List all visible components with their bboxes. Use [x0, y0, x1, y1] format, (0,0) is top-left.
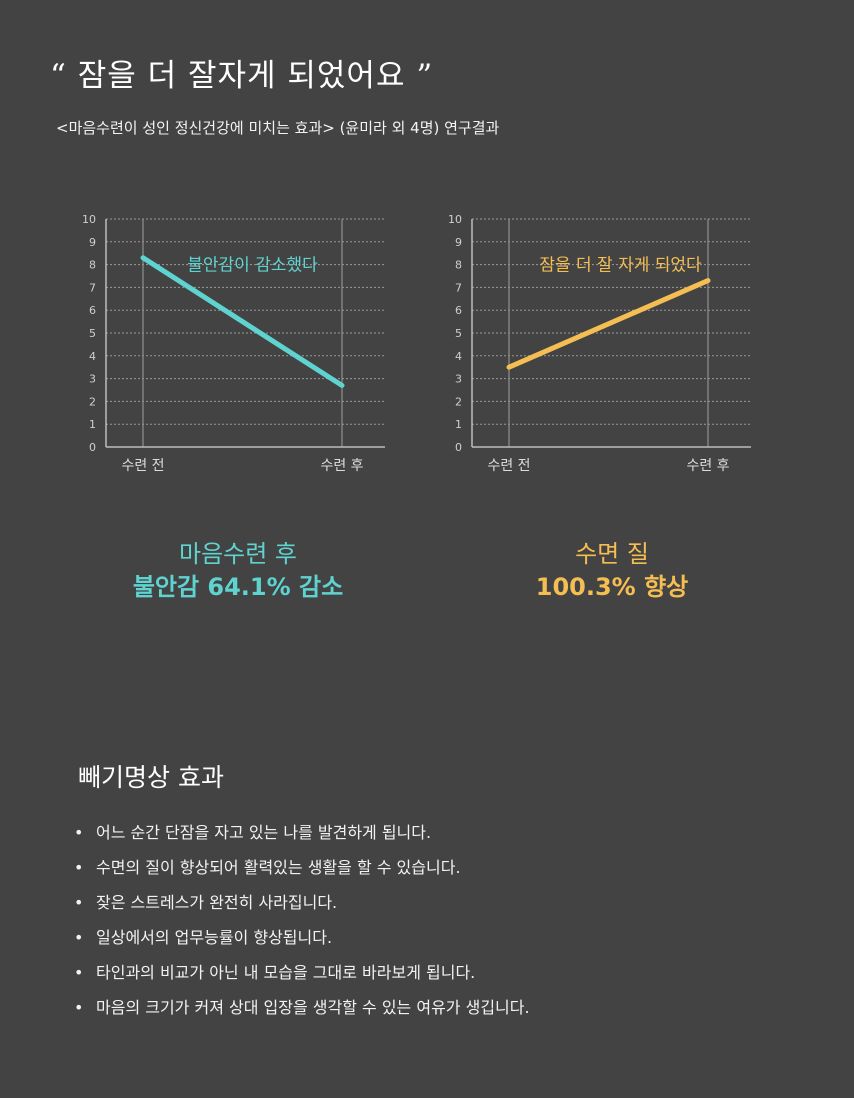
list-item: • 일상에서의 업무능률이 향상됩니다.: [74, 927, 530, 962]
sleep-summary: 수면 질 100.3% 향상: [482, 538, 742, 604]
y-tick-label: 9: [455, 236, 462, 249]
anxiety-summary-line1: 마음수련 후: [178, 540, 298, 568]
list-item: • 어느 순간 단잠을 자고 있는 나를 발견하게 됩니다.: [74, 822, 530, 857]
x-tick-label: 수련 후: [320, 458, 363, 474]
sleep-line-chart: 0 1 2 3 4 5 6 7 8 9 10 수련 전 수련 후 잠을 더 잘 자게 되었다: [448, 213, 751, 474]
list-item-text: 어느 순간 단잠을 자고 있는 나를 발견하게 됩니다.: [96, 823, 432, 842]
x-tick-label: 수련 전: [487, 458, 530, 474]
list-item: • 수면의 질이 향상되어 활력있는 생활을 할 수 있습니다.: [74, 857, 530, 892]
anxiety-summary-line2: 불안감 64.1% 감소: [132, 573, 344, 601]
y-tick-label: 3: [455, 373, 462, 386]
y-tick-label: 10: [82, 213, 96, 226]
y-tick-label: 7: [89, 281, 96, 294]
list-item: • 잦은 스트레스가 완전히 사라집니다.: [74, 892, 530, 927]
y-tick-label: 10: [448, 213, 462, 226]
series-line: [506, 278, 711, 370]
sleep-summary-line2: 100.3% 향상: [535, 573, 689, 601]
bullet-icon: •: [74, 893, 84, 912]
y-tick-label: 5: [455, 327, 462, 340]
y-tick-label: 6: [455, 304, 462, 317]
anxiety-line-chart: 0 1 2 3 4 5 6 7 8 9 10 수련 전 수련 후 불안감이 감소했다: [82, 213, 385, 474]
sleep-summary-line1: 수면 질: [575, 540, 649, 568]
y-tick-label: 6: [89, 304, 96, 317]
page-title: “ 잠을 더 잘자게 되었어요 ”: [50, 58, 434, 94]
y-tick-label: 7: [455, 281, 462, 294]
list-item-text: 일상에서의 업무능률이 향상됩니다.: [96, 928, 333, 947]
benefits-list: • 어느 순간 단잠을 자고 있는 나를 발견하게 됩니다. • 수면의 질이 향상…: [74, 822, 530, 1032]
y-tick-label: 1: [455, 418, 462, 431]
bullet-icon: •: [74, 928, 84, 947]
y-tick-label: 9: [89, 236, 96, 249]
series-line: [140, 255, 345, 388]
list-item-text: 타인과의 비교가 아닌 내 모습을 그대로 바라보게 됩니다.: [96, 963, 476, 982]
benefits-title: 빼기명상 효과: [78, 763, 224, 792]
y-tick-label: 4: [455, 350, 462, 363]
anxiety-summary: 마음수련 후 불안감 64.1% 감소: [108, 538, 368, 604]
y-tick-label: 5: [89, 327, 96, 340]
list-item-text: 수면의 질이 향상되어 활력있는 생활을 할 수 있습니다.: [96, 858, 461, 877]
y-tick-label: 8: [89, 259, 96, 272]
chart-annotation: 불안감이 감소했다: [187, 256, 318, 276]
bullet-icon: •: [74, 823, 84, 842]
x-tick-label: 수련 후: [686, 458, 729, 474]
y-tick-label: 0: [89, 441, 96, 454]
y-tick-label: 1: [89, 418, 96, 431]
y-tick-label: 2: [455, 395, 462, 408]
y-tick-label: 0: [455, 441, 462, 454]
x-tick-label: 수련 전: [121, 458, 164, 474]
y-tick-label: 2: [89, 395, 96, 408]
list-item: • 타인과의 비교가 아닌 내 모습을 그대로 바라보게 됩니다.: [74, 962, 530, 997]
y-tick-label: 4: [89, 350, 96, 363]
y-tick-label: 8: [455, 259, 462, 272]
chart-annotation: 잠을 더 잘 자게 되었다: [539, 256, 702, 276]
list-item-text: 마음의 크기가 커져 상대 입장을 생각할 수 있는 여유가 생깁니다.: [96, 998, 530, 1017]
y-tick-label: 3: [89, 373, 96, 386]
list-item: • 마음의 크기가 커져 상대 입장을 생각할 수 있는 여유가 생깁니다.: [74, 997, 530, 1032]
bullet-icon: •: [74, 998, 84, 1017]
study-citation: <마음수련이 성인 정신건강에 미치는 효과> (윤미라 외 4명) 연구결과: [56, 119, 500, 137]
bullet-icon: •: [74, 963, 84, 982]
bullet-icon: •: [74, 858, 84, 877]
list-item-text: 잦은 스트레스가 완전히 사라집니다.: [96, 893, 338, 912]
